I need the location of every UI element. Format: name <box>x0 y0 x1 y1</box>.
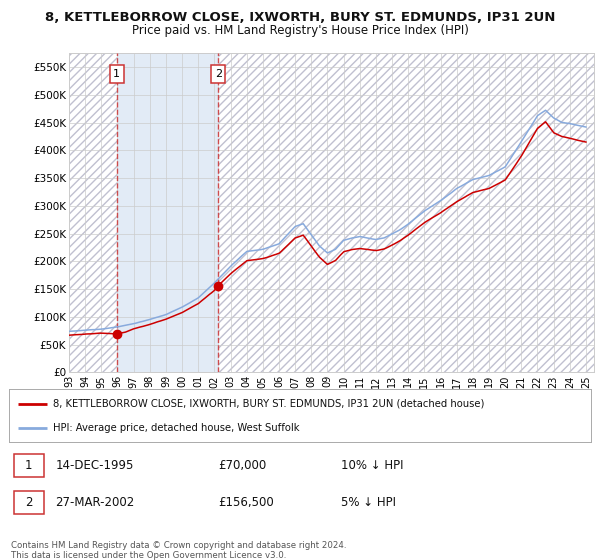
Text: Price paid vs. HM Land Registry's House Price Index (HPI): Price paid vs. HM Land Registry's House … <box>131 24 469 36</box>
Text: 5% ↓ HPI: 5% ↓ HPI <box>341 496 396 509</box>
Text: 14-DEC-1995: 14-DEC-1995 <box>56 459 134 472</box>
Bar <box>69 53 117 372</box>
Text: 8, KETTLEBORROW CLOSE, IXWORTH, BURY ST. EDMUNDS, IP31 2UN: 8, KETTLEBORROW CLOSE, IXWORTH, BURY ST.… <box>45 11 555 24</box>
Text: 8, KETTLEBORROW CLOSE, IXWORTH, BURY ST. EDMUNDS, IP31 2UN (detached house): 8, KETTLEBORROW CLOSE, IXWORTH, BURY ST.… <box>53 399 484 409</box>
Bar <box>117 53 218 372</box>
Text: HPI: Average price, detached house, West Suffolk: HPI: Average price, detached house, West… <box>53 423 299 433</box>
Text: Contains HM Land Registry data © Crown copyright and database right 2024.
This d: Contains HM Land Registry data © Crown c… <box>11 541 346 560</box>
Text: 2: 2 <box>25 496 32 509</box>
Text: 27-MAR-2002: 27-MAR-2002 <box>56 496 135 509</box>
Text: £156,500: £156,500 <box>218 496 274 509</box>
Text: 1: 1 <box>25 459 32 472</box>
Text: 10% ↓ HPI: 10% ↓ HPI <box>341 459 403 472</box>
Text: £70,000: £70,000 <box>218 459 267 472</box>
Text: 1: 1 <box>113 69 121 79</box>
Bar <box>218 53 594 372</box>
Bar <box>14 454 44 477</box>
Text: 2: 2 <box>215 69 222 79</box>
Bar <box>14 491 44 514</box>
